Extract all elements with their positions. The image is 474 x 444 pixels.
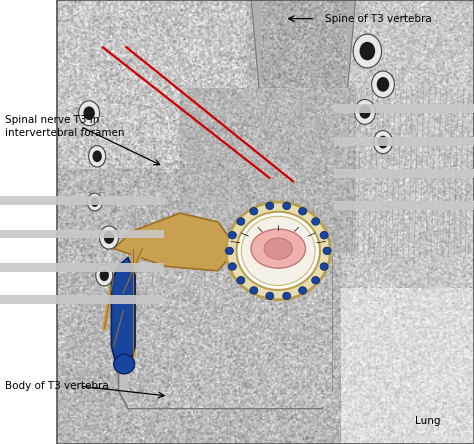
Ellipse shape <box>87 193 102 211</box>
Polygon shape <box>251 0 356 107</box>
Ellipse shape <box>104 231 114 244</box>
FancyBboxPatch shape <box>0 230 164 238</box>
Circle shape <box>226 202 330 300</box>
Polygon shape <box>341 289 474 444</box>
Circle shape <box>283 292 291 300</box>
Circle shape <box>299 287 307 294</box>
Ellipse shape <box>372 71 394 98</box>
FancyBboxPatch shape <box>334 169 474 178</box>
Ellipse shape <box>79 101 100 126</box>
Circle shape <box>250 287 258 294</box>
FancyBboxPatch shape <box>0 196 164 205</box>
Circle shape <box>250 207 258 215</box>
Text: Body of T3 vertebra: Body of T3 vertebra <box>5 381 109 391</box>
Circle shape <box>226 247 233 255</box>
Polygon shape <box>114 213 237 271</box>
Circle shape <box>323 247 331 255</box>
Ellipse shape <box>251 229 305 268</box>
Circle shape <box>114 354 135 374</box>
Polygon shape <box>118 240 332 408</box>
Ellipse shape <box>355 99 375 124</box>
Ellipse shape <box>100 226 118 249</box>
Polygon shape <box>111 258 135 364</box>
Circle shape <box>228 263 237 270</box>
Ellipse shape <box>96 265 113 286</box>
Circle shape <box>237 218 245 225</box>
FancyBboxPatch shape <box>334 104 474 113</box>
Ellipse shape <box>100 270 109 281</box>
Circle shape <box>320 231 328 239</box>
Circle shape <box>237 277 245 284</box>
FancyBboxPatch shape <box>334 201 474 210</box>
FancyBboxPatch shape <box>334 137 474 146</box>
Ellipse shape <box>377 77 389 92</box>
Ellipse shape <box>378 136 388 148</box>
Circle shape <box>266 292 274 300</box>
Circle shape <box>320 263 328 270</box>
Circle shape <box>283 202 291 210</box>
Circle shape <box>311 218 319 225</box>
Circle shape <box>241 216 315 285</box>
Ellipse shape <box>92 151 102 162</box>
Circle shape <box>228 231 237 239</box>
Text: Spinal nerve T3 in
intervertebral foramen: Spinal nerve T3 in intervertebral forame… <box>5 115 124 138</box>
Ellipse shape <box>264 238 292 259</box>
Ellipse shape <box>91 197 99 207</box>
FancyBboxPatch shape <box>0 263 164 272</box>
Text: Spine of T3 vertebra: Spine of T3 vertebra <box>325 14 431 24</box>
Ellipse shape <box>353 34 382 68</box>
Ellipse shape <box>83 107 95 120</box>
Circle shape <box>299 207 307 215</box>
Polygon shape <box>237 258 318 275</box>
Ellipse shape <box>89 146 106 167</box>
Circle shape <box>237 212 320 290</box>
Ellipse shape <box>359 42 375 60</box>
FancyBboxPatch shape <box>0 295 164 304</box>
Ellipse shape <box>359 105 371 119</box>
Ellipse shape <box>374 131 392 154</box>
Circle shape <box>311 277 319 284</box>
Polygon shape <box>341 0 474 444</box>
Text: Lung: Lung <box>415 416 440 426</box>
Polygon shape <box>180 107 356 253</box>
Circle shape <box>266 202 274 210</box>
Polygon shape <box>57 0 246 169</box>
